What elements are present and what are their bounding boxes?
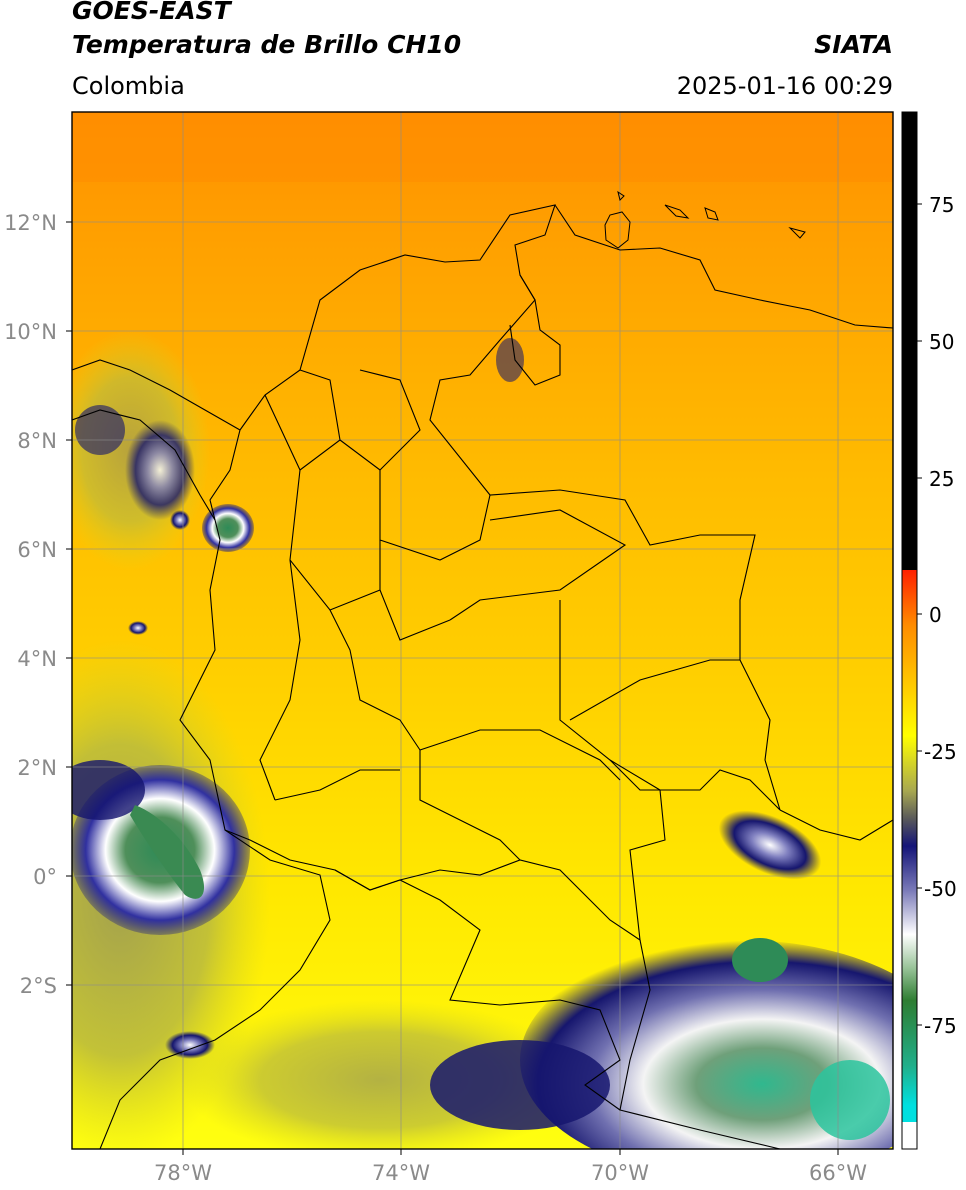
graticule [72,112,893,1149]
colorbar-tick: 75 [929,193,954,217]
title-line-2: Temperatura de Brillo CH10 [72,30,462,59]
lat-label: 2°S [20,974,57,998]
lat-label: 6°N [17,538,57,562]
lat-label: 2°N [17,756,57,780]
title-line-1: GOES-EAST [72,0,231,25]
map-frame [71,111,894,1150]
colorbar: 75 50 25 0 -25 -50 -75 [901,111,957,1150]
lon-label: 70°W [591,1161,649,1185]
lat-label: 4°N [17,647,57,671]
lat-labels: 12°N 10°N 8°N 6°N 4°N 2°N 0° 2°S [4,211,57,998]
islands [604,190,806,249]
lat-label: 10°N [4,320,57,344]
colorbar-tick: -75 [924,1014,957,1038]
lon-label: 66°W [809,1161,867,1185]
lon-labels: 78°W 74°W 70°W 66°W [154,1161,867,1185]
colorbar-tick: -50 [924,877,957,901]
lat-label: 8°N [17,429,57,453]
axis-ticks [66,221,839,1155]
lon-label: 74°W [372,1161,430,1185]
lon-label: 78°W [154,1161,212,1185]
colorbar-tick: -25 [924,740,957,764]
country-borders [72,204,893,1149]
brand-label: SIATA [814,30,893,59]
lat-label: 12°N [4,211,57,235]
lat-label: 0° [33,865,57,889]
colorbar-tick: 0 [929,603,942,627]
colorbar-tick: 50 [929,330,954,354]
datetime-label: 2025-01-16 00:29 [676,72,893,100]
imagery-layer [72,112,893,1149]
region-label: Colombia [72,72,185,100]
colorbar-tick: 25 [929,467,954,491]
